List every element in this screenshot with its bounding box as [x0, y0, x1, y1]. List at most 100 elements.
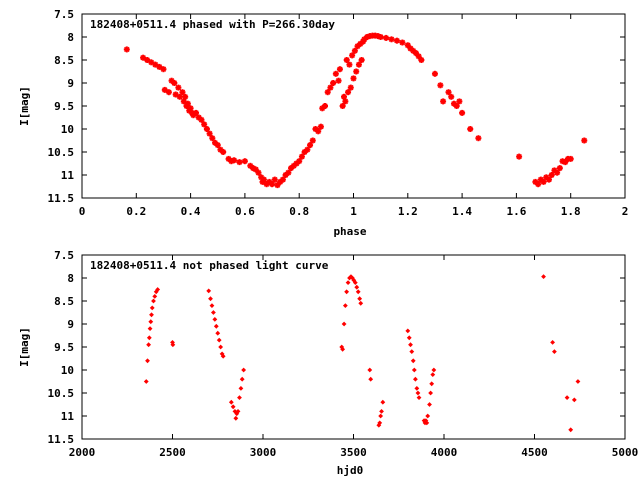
data-point [145, 358, 150, 364]
data-point [412, 50, 419, 57]
data-point [567, 155, 574, 162]
data-point [209, 303, 215, 308]
data-point [346, 61, 353, 68]
data-point [431, 70, 438, 77]
data-point [368, 376, 374, 382]
y-tick-label: 11.5 [48, 433, 75, 446]
data-point [235, 409, 241, 414]
data-point [176, 93, 183, 100]
data-point [296, 158, 303, 165]
plot-frame [81, 13, 626, 199]
data-point [347, 84, 354, 91]
data-point [171, 80, 178, 86]
data-point [324, 89, 331, 96]
data-point [187, 105, 194, 112]
x-tick-label: 0.2 [126, 205, 146, 218]
x-tick-label: 0 [79, 205, 86, 218]
data-point [345, 89, 352, 96]
data-point [304, 146, 311, 153]
data-point [568, 427, 574, 433]
data-point [418, 57, 425, 63]
y-tick-label: 8 [67, 31, 74, 44]
data-point [274, 182, 281, 189]
data-point [556, 165, 563, 172]
y-tick-label: 9.5 [54, 100, 74, 113]
data-point [206, 288, 212, 294]
plot-title: 182408+0511.4 not phased light curve [90, 259, 329, 272]
x-tick-label: 0.6 [235, 205, 255, 218]
data-point [354, 284, 360, 290]
data-point [350, 75, 357, 82]
data-point [160, 66, 167, 73]
y-tick-label: 7.5 [54, 249, 74, 262]
data-point [203, 126, 210, 132]
data-point [330, 80, 337, 86]
data-point [380, 399, 386, 405]
data-point [241, 367, 247, 373]
y-tick-label: 10.5 [48, 146, 75, 159]
data-point [352, 280, 358, 285]
data-point [342, 303, 348, 308]
data-point [230, 404, 236, 410]
y-tick-label: 9 [67, 77, 74, 90]
data-point [238, 386, 244, 391]
data-point [516, 153, 523, 160]
data-point [215, 330, 221, 336]
data-point [175, 84, 182, 91]
x-tick-label: 2500 [159, 446, 186, 459]
axis-ticks: 0 0.2 0.4 0.6 0.8 1 1.2 1.4 1.6 1.8 2 7.5 8 8.5 9 9.5 10… [48, 8, 629, 218]
data-point [341, 321, 347, 327]
data-point [564, 395, 570, 400]
data-point [552, 349, 557, 354]
data-point [427, 402, 432, 407]
data-point [218, 344, 224, 350]
data-point [201, 121, 208, 128]
data-point [430, 372, 436, 377]
x-tick-label: 1.6 [506, 205, 526, 218]
y-tick-label: 10 [61, 123, 74, 136]
data-point [415, 390, 421, 396]
y-tick-label: 8 [67, 272, 74, 285]
data-point [413, 376, 418, 382]
data-point [445, 89, 452, 96]
data-point [209, 135, 216, 142]
data-point [351, 277, 357, 283]
data-point [239, 376, 245, 382]
data-point [414, 386, 420, 391]
data-point [198, 116, 205, 123]
data-point [147, 326, 153, 331]
data-point [535, 181, 542, 188]
data-point [540, 178, 547, 185]
x-tick-label: 0.8 [289, 205, 309, 218]
data-point [184, 100, 191, 107]
data-point [208, 296, 213, 302]
data-point [327, 84, 334, 91]
x-tick-label: 4000 [431, 446, 458, 459]
data-point [233, 415, 239, 421]
y-tick-label: 7.5 [54, 8, 74, 21]
data-point [453, 103, 460, 109]
data-point [379, 409, 384, 414]
data-point [353, 68, 360, 75]
x-tick-label: 2 [622, 205, 629, 218]
data-point [321, 103, 328, 109]
data-point [541, 274, 546, 280]
data-point [349, 52, 356, 59]
data-point [148, 319, 154, 325]
data-point [377, 34, 384, 40]
y-tick-label: 11.5 [48, 192, 75, 205]
data-points [123, 32, 588, 189]
unphased-plot-panel: 182408+0511.4 not phased light curve hjd… [18, 249, 638, 477]
data-point [279, 176, 286, 183]
data-point [408, 342, 413, 348]
data-point [456, 98, 463, 105]
data-point [348, 274, 354, 280]
y-tick-label: 11 [61, 410, 75, 423]
data-point [211, 310, 216, 315]
data-point [344, 289, 350, 295]
data-point [410, 358, 416, 364]
data-point [146, 335, 152, 341]
y-axis-label: I[mag] [18, 86, 31, 126]
data-point [206, 130, 213, 137]
data-point [440, 98, 447, 105]
